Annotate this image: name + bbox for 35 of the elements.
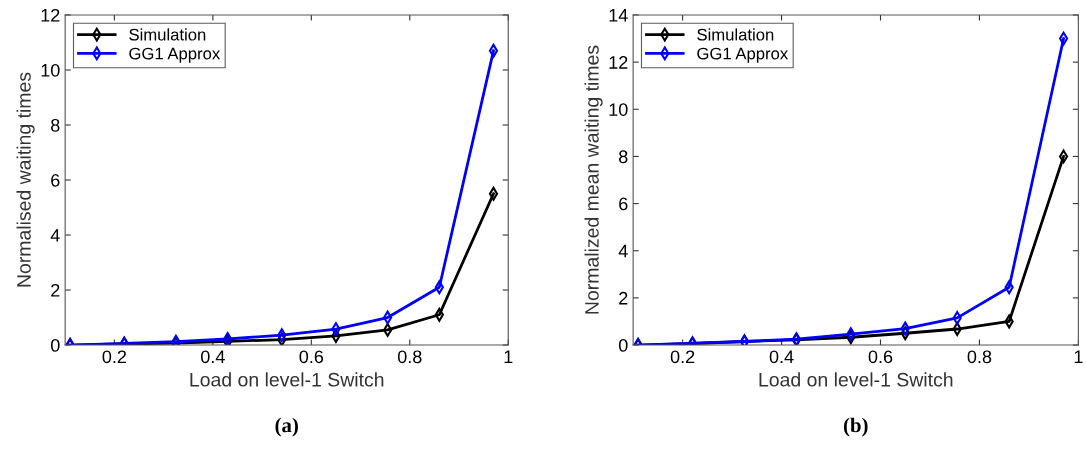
legend-label: GG1 Approx (129, 47, 221, 63)
x-tick-label: 1 (504, 350, 513, 363)
legend-label: Simulation (697, 28, 774, 41)
x-tick-label: 0.8 (397, 350, 422, 364)
y-tick-label: 0 (618, 338, 628, 352)
y-tick-label: 6 (51, 173, 60, 187)
y-tick-label: 10 (41, 63, 60, 77)
y-axis-title: Normalized mean waiting times (584, 45, 603, 314)
y-tick-label: 4 (50, 229, 60, 242)
x-axis-title: Load on level-1 Switch (759, 372, 953, 387)
legend-label: GG1 Approx (697, 47, 789, 63)
x-tick-label: 0.6 (868, 350, 893, 364)
y-tick-label: 10 (609, 103, 628, 116)
y-tick-label: 12 (609, 56, 628, 69)
y-tick-label: 12 (41, 8, 60, 22)
x-tick-label: 0.2 (670, 350, 695, 364)
y-tick-label: 2 (51, 283, 60, 297)
text: (a) (275, 417, 298, 437)
x-tick-label: 0.4 (769, 350, 794, 364)
text: (b) (843, 417, 868, 437)
y-tick-label: 14 (609, 9, 628, 22)
x-tick-label: 0.6 (299, 350, 324, 364)
x-axis-title: Load on level-1 Switch (190, 372, 384, 387)
legend-label: Simulation (129, 28, 206, 41)
y-axis-title: Normalised waiting times (16, 72, 35, 287)
y-tick-label: 4 (618, 244, 628, 258)
y-tick-label: 8 (619, 150, 628, 164)
x-tick-label: 0.4 (201, 350, 225, 364)
y-tick-label: 6 (619, 197, 628, 211)
x-tick-label: 0.2 (102, 350, 127, 364)
x-tick-label: 1 (1074, 350, 1083, 363)
y-tick-label: 0 (50, 338, 60, 352)
y-tick-label: 8 (51, 118, 60, 132)
y-tick-label: 2 (619, 291, 628, 305)
x-tick-label: 0.8 (967, 350, 992, 364)
